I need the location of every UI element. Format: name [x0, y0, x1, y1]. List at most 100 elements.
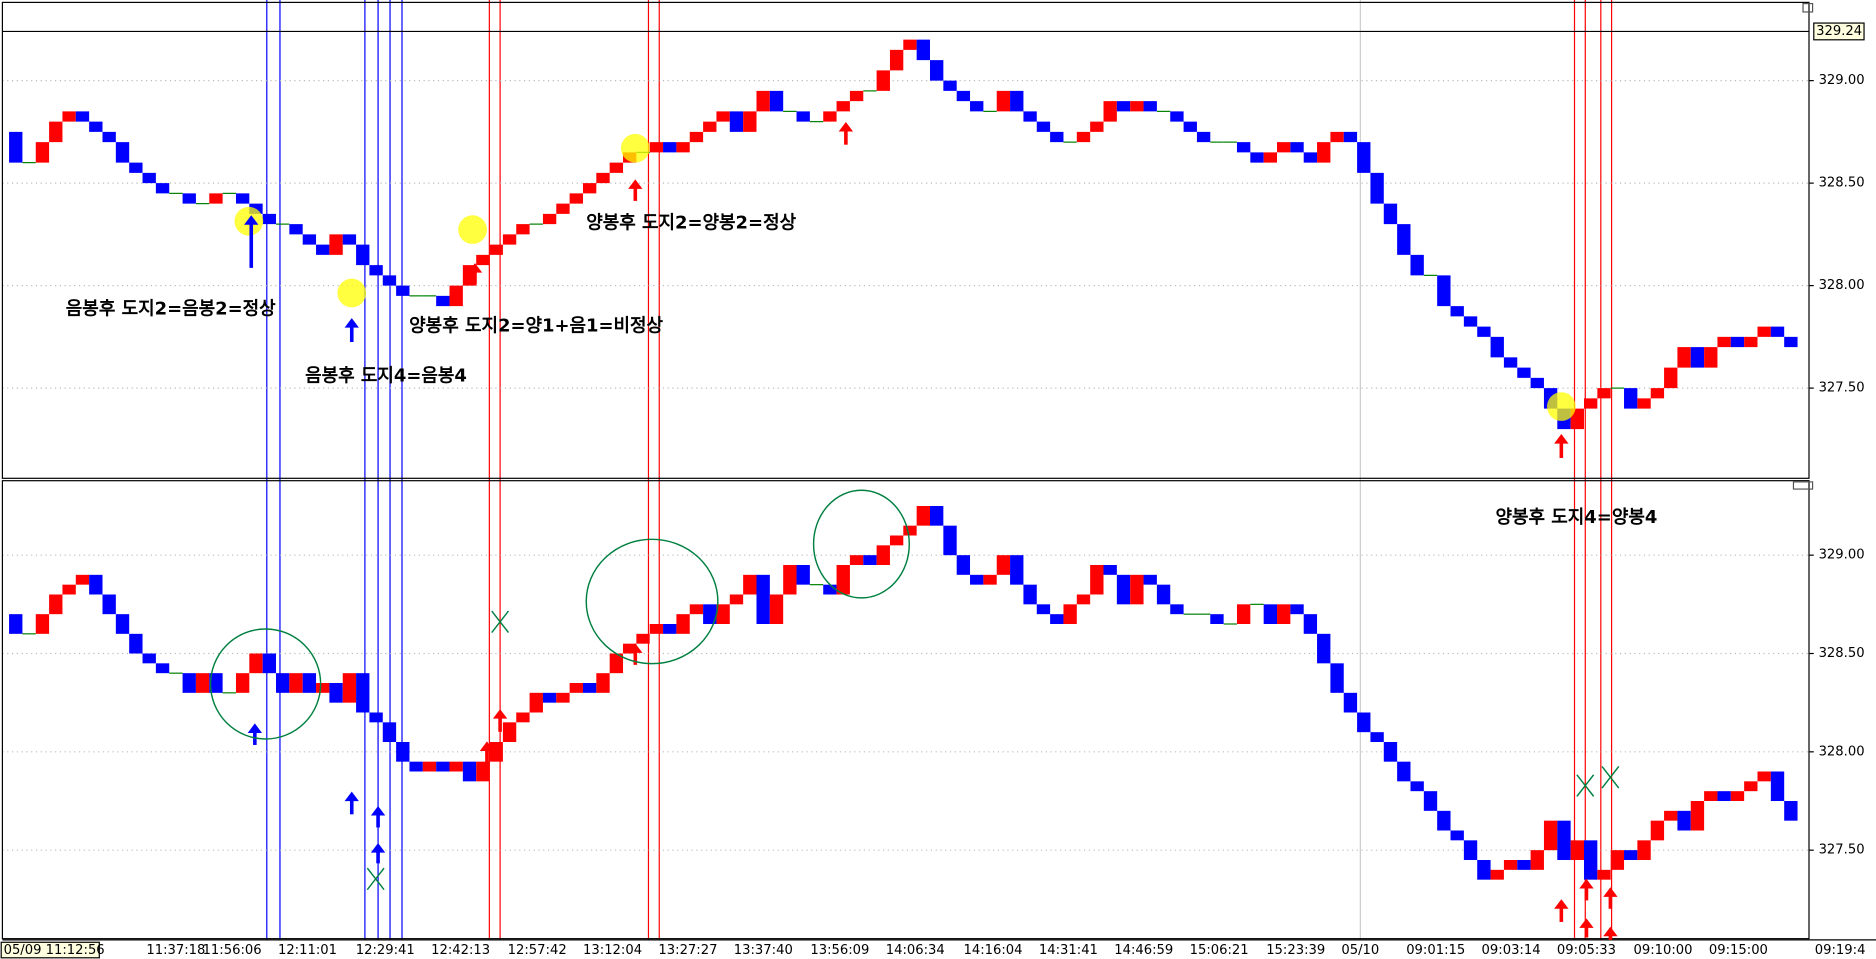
- brick: [1437, 810, 1451, 831]
- brick: [1143, 101, 1157, 112]
- brick: [129, 633, 143, 654]
- brick: [9, 131, 23, 163]
- brick: [182, 673, 196, 693]
- brick: [1463, 316, 1478, 327]
- x-label-box: [0, 941, 100, 959]
- annotation: 음봉후 도지4=음봉4: [305, 366, 467, 387]
- brick: [542, 213, 557, 225]
- brick: [49, 594, 63, 615]
- brick: [1677, 347, 1691, 368]
- brick: [1450, 306, 1464, 317]
- brick: [1570, 408, 1584, 430]
- brick: [9, 614, 23, 634]
- brick: [529, 692, 543, 713]
- x-tick-label: 12:11:01: [278, 943, 337, 958]
- brick: [1637, 840, 1651, 861]
- brick: [796, 564, 810, 585]
- cross-mark: [1576, 774, 1595, 797]
- brick: [1050, 131, 1064, 143]
- y-tick-label: 328.50: [1819, 646, 1865, 661]
- brick: [449, 285, 463, 307]
- brick: [1277, 142, 1291, 153]
- brick: [1023, 111, 1037, 122]
- brick: [1370, 172, 1384, 204]
- brick: [1490, 336, 1504, 358]
- brick: [62, 111, 76, 122]
- brick: [970, 101, 984, 112]
- brick: [409, 761, 423, 772]
- last-price-label: 329.24: [1816, 24, 1862, 39]
- brick: [1303, 614, 1318, 634]
- brick: [1784, 336, 1798, 348]
- brick: [1583, 840, 1598, 880]
- brick: [1490, 869, 1504, 880]
- brick: [356, 244, 370, 266]
- x-tick-label: 12:57:42: [508, 943, 567, 958]
- brick: [756, 574, 770, 624]
- brick: [943, 525, 957, 556]
- brick: [1450, 830, 1464, 841]
- annotation: 음봉후 도지2=음봉2=정상: [66, 299, 276, 320]
- brick: [582, 183, 597, 194]
- brick: [823, 584, 837, 595]
- brick: [1383, 203, 1398, 225]
- brick: [502, 722, 517, 743]
- brick: [1543, 820, 1558, 851]
- brick: [1744, 781, 1758, 792]
- y-tick-label: 328.00: [1819, 744, 1865, 759]
- brick: [876, 545, 890, 565]
- brick: [929, 505, 944, 526]
- brick: [1664, 367, 1678, 389]
- brick: [1036, 121, 1051, 132]
- brick: [649, 623, 664, 634]
- brick: [729, 594, 744, 605]
- x-tick-label: 12:29:41: [356, 943, 415, 958]
- brick: [1717, 791, 1731, 802]
- brick: [102, 594, 116, 615]
- brick: [1650, 820, 1665, 841]
- x-tick-label: 14:16:04: [964, 943, 1023, 958]
- brick: [35, 142, 50, 163]
- brick: [1397, 761, 1411, 782]
- brick: [1410, 254, 1424, 276]
- brick: [1530, 850, 1544, 870]
- brick: [329, 234, 343, 255]
- brick: [1503, 357, 1518, 368]
- y-tick-label: 329.00: [1819, 548, 1865, 563]
- arrow-head: [1603, 887, 1618, 897]
- x-tick-label: 09:15:00: [1709, 943, 1768, 958]
- pane-button[interactable]: [1792, 481, 1814, 490]
- arrow-head: [479, 741, 495, 751]
- brick: [689, 604, 704, 615]
- arrow-head: [247, 723, 263, 734]
- brick: [1090, 564, 1104, 595]
- annotation: 양봉후 도지2=양봉2=정상: [586, 213, 796, 234]
- arrow-head: [628, 179, 643, 189]
- arrow-head: [244, 215, 259, 225]
- brick: [1757, 326, 1771, 337]
- x-tick-label: 09:03:14: [1482, 943, 1541, 958]
- annotation: 양봉후 도지4=양봉4: [1496, 507, 1658, 528]
- brick: [569, 682, 583, 693]
- x-tick-label: 09:19:4: [1815, 943, 1866, 958]
- brick: [102, 131, 116, 143]
- y-tick-label: 329.00: [1819, 73, 1865, 88]
- pane-button[interactable]: [1802, 2, 1814, 13]
- brick: [1183, 121, 1197, 132]
- brick: [129, 162, 143, 173]
- hand-circle: [209, 628, 322, 740]
- brick: [209, 193, 223, 204]
- x-tick-label: 14:46:59: [1114, 943, 1173, 958]
- brick: [1530, 377, 1544, 389]
- brick: [1717, 336, 1731, 348]
- x-tick-label: 05/09 11:12:56: [4, 943, 105, 958]
- brick: [302, 673, 317, 693]
- brick: [1704, 791, 1718, 802]
- brick: [756, 90, 770, 112]
- brick: [689, 131, 704, 143]
- brick: [582, 682, 597, 693]
- brick: [1330, 131, 1344, 143]
- arrow-head: [1579, 878, 1594, 889]
- brick: [1624, 388, 1638, 409]
